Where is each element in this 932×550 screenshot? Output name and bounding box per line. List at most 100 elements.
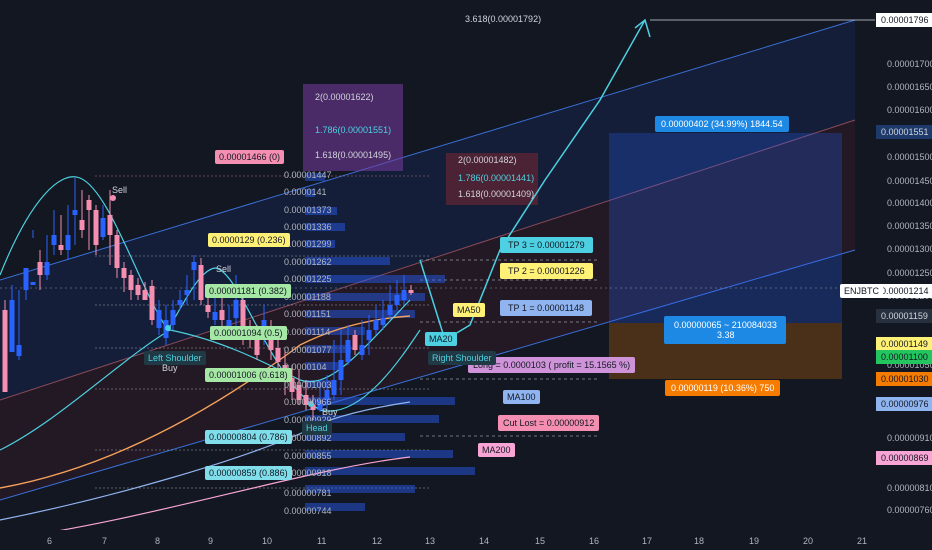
fib-ext-mid-label: 1.786(0.00001441) bbox=[458, 173, 535, 183]
volume-level-label: 0.00000744 bbox=[284, 506, 332, 516]
ma-label: MA100 bbox=[503, 390, 540, 404]
volume-profile-bar bbox=[305, 415, 439, 423]
position-ratio-box bbox=[664, 316, 786, 344]
price-tag: 0.00001159 bbox=[876, 309, 932, 323]
candle-body bbox=[387, 305, 393, 315]
candle-body bbox=[408, 290, 414, 293]
candle-body bbox=[93, 210, 99, 245]
price-tag: 0.00001796 bbox=[876, 13, 932, 27]
candle-body bbox=[373, 320, 379, 330]
price-axis-label: 0.00001700 bbox=[887, 59, 932, 69]
price-axis-label: 0.00001350 bbox=[887, 221, 932, 231]
candle-body bbox=[100, 218, 106, 237]
candle-body bbox=[219, 310, 225, 320]
volume-profile-bar bbox=[305, 433, 405, 441]
candle-body bbox=[156, 310, 162, 328]
price-axis-label: 0.00000810 bbox=[887, 483, 932, 493]
volume-profile-bar bbox=[305, 450, 453, 458]
candle-body bbox=[37, 262, 43, 275]
candle-body bbox=[317, 400, 323, 410]
position-ratio-label: 0.00000065 ~ 210084033 bbox=[674, 320, 777, 330]
volume-level-label: 0.00000929 bbox=[284, 415, 332, 425]
time-axis-label: 12 bbox=[372, 536, 383, 546]
price-tag: 0.00001030 bbox=[876, 372, 932, 386]
candle-body bbox=[135, 285, 141, 295]
pattern-label: Head bbox=[302, 421, 332, 435]
price-tag: 0.00000869 bbox=[876, 451, 932, 465]
time-axis-label: 8 bbox=[155, 536, 161, 546]
candle-body bbox=[268, 335, 274, 350]
volume-profile-bar bbox=[305, 257, 390, 265]
volume-level-label: 0.00001373 bbox=[284, 205, 332, 215]
price-axis-label: 0.00001400 bbox=[887, 198, 932, 208]
sell-marker bbox=[110, 195, 116, 201]
candle-body bbox=[212, 312, 218, 320]
time-axis-label: 18 bbox=[694, 536, 705, 546]
candle-body bbox=[177, 300, 183, 305]
volume-level-label: 0.00000855 bbox=[284, 451, 332, 461]
fib-ext-mid-label: 1.618(0.00001409) bbox=[458, 189, 535, 199]
ma-label: MA50 bbox=[453, 303, 485, 317]
price-tag: 0.00001149 bbox=[876, 337, 932, 351]
candle-body bbox=[86, 200, 92, 210]
volume-level-label: 0.0000104 bbox=[284, 362, 327, 372]
candle-body bbox=[338, 360, 344, 380]
pattern-label: Right Shoulder bbox=[428, 351, 496, 365]
fib-target-label: 3.618(0.00001792) bbox=[465, 14, 542, 24]
candle-body bbox=[121, 268, 127, 278]
volume-profile-bar bbox=[305, 293, 425, 301]
fib-ext-top-label: 2(0.00001622) bbox=[315, 92, 374, 102]
fib-retrace-label: 0.00000859 (0.886) bbox=[205, 466, 292, 480]
fib-retrace-label: 0.0000129 (0.236) bbox=[208, 233, 290, 247]
fib-ext-mid-box bbox=[446, 153, 538, 205]
candle-body bbox=[30, 282, 36, 285]
fib-retrace-label: 0.00001094 (0.5) bbox=[210, 326, 287, 340]
candle-body bbox=[16, 345, 22, 356]
time-axis-label: 19 bbox=[749, 536, 760, 546]
candle-body bbox=[254, 340, 260, 355]
candle-body bbox=[205, 305, 211, 312]
volume-profile-bar bbox=[305, 207, 337, 215]
fib-retrace-label: 0.00001006 (0.618) bbox=[205, 368, 292, 382]
position-ratio-value: 3.38 bbox=[717, 330, 735, 340]
price-axis-label: 0.00000760 bbox=[887, 505, 932, 515]
candle-body bbox=[51, 235, 57, 245]
volume-level-label: 0.00001336 bbox=[284, 222, 332, 232]
volume-level-label: 0.00001077 bbox=[284, 345, 332, 355]
price-tag: 0.00001214 bbox=[876, 284, 932, 298]
position-target-label: 0.00000402 (34.99%) 1844.54 bbox=[655, 116, 789, 132]
candle-body bbox=[184, 290, 190, 295]
candle-body bbox=[345, 340, 351, 362]
candle-body bbox=[128, 275, 134, 290]
volume-level-label: 0.00000966 bbox=[284, 397, 332, 407]
volume-profile-bar bbox=[305, 189, 315, 197]
candle-body bbox=[2, 310, 8, 392]
time-axis-label: 13 bbox=[425, 536, 436, 546]
fib-retrace-label: 0.00001466 (0) bbox=[215, 150, 285, 164]
take-profit-label: TP 2 = 0.00001226 bbox=[500, 263, 593, 279]
volume-level-label: 0.00001151 bbox=[284, 309, 331, 319]
candle-body bbox=[72, 210, 78, 215]
time-axis-label: 15 bbox=[535, 536, 546, 546]
position-stop-label: 0.00000119 (10.36%) 750 bbox=[665, 380, 781, 396]
price-axis-label: 0.00001050 bbox=[887, 360, 932, 370]
volume-level-label: 0.00000818 bbox=[284, 468, 332, 478]
volume-profile-bar bbox=[305, 397, 455, 405]
volume-level-label: 0.00000781 bbox=[284, 488, 332, 498]
volume-level-label: 0.00001003 bbox=[284, 380, 332, 390]
volume-profile-bar bbox=[305, 275, 445, 283]
price-axis-label: 0.00001500 bbox=[887, 152, 932, 162]
volume-level-label: 0.0000141 bbox=[284, 187, 327, 197]
volume-profile-bar bbox=[305, 485, 415, 493]
price-axis-label: 0.00001600 bbox=[887, 105, 932, 115]
fib-ext-top-label: 1.786(0.00001551) bbox=[315, 125, 392, 135]
pattern-label: Sell bbox=[112, 185, 128, 195]
volume-profile-bar bbox=[305, 173, 325, 181]
price-axis-label: 0.00001250 bbox=[887, 268, 932, 278]
candle-body bbox=[170, 310, 176, 325]
price-tag: 0.00001551 bbox=[876, 125, 932, 139]
candle-body bbox=[303, 395, 309, 405]
candle-body bbox=[359, 345, 365, 355]
